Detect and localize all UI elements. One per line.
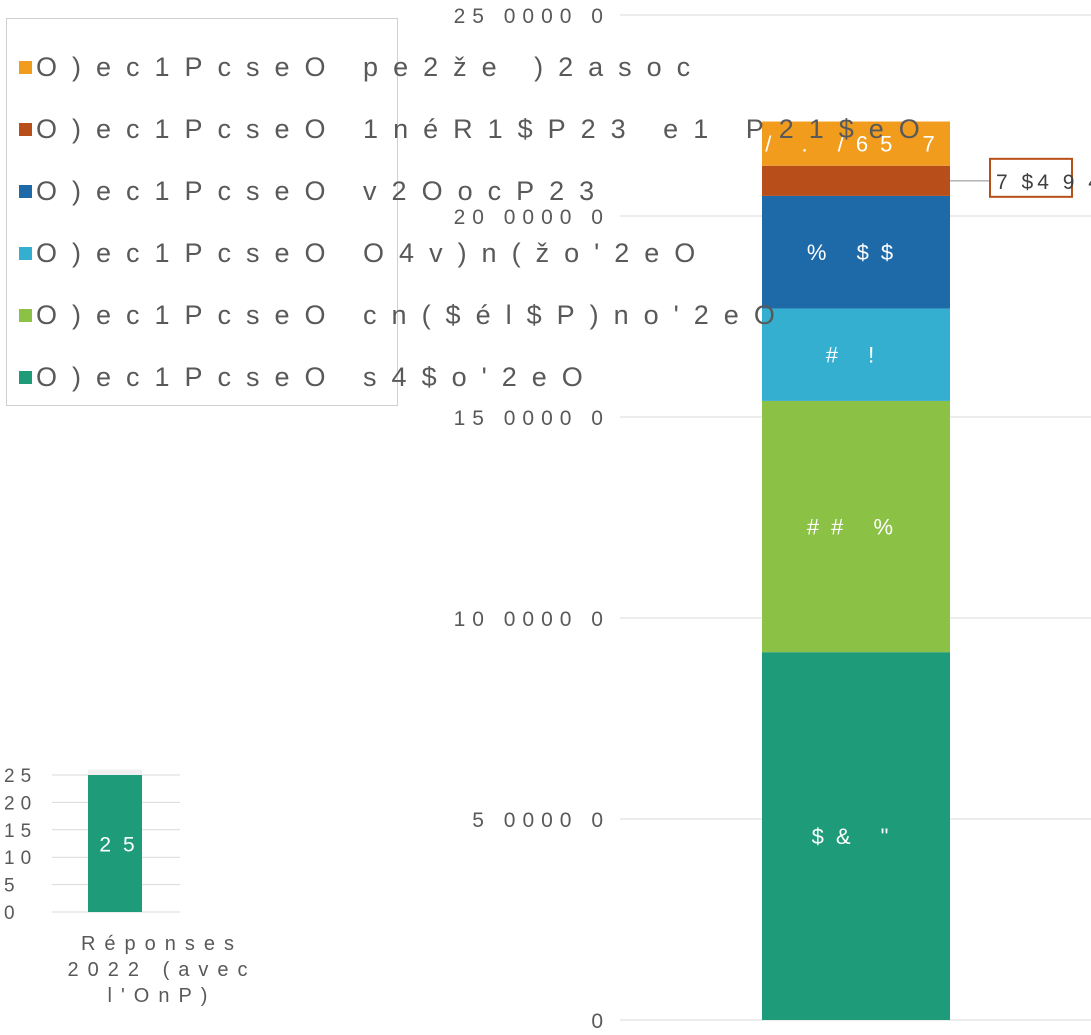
legend-swatch-4 [19, 247, 32, 260]
mini-bar-remainder [88, 769, 142, 775]
y-tick-label: 5 0000 0 [472, 809, 610, 832]
legend-item-6: O)ec1PcseO s4$o'2eO [19, 362, 598, 393]
y-tick-label: 20 0000 0 [454, 206, 610, 229]
legend-label-3: O)ec1PcseO v2OocP23 [36, 176, 610, 206]
y-tick-label: 25 0000 0 [454, 5, 610, 28]
mini-y-tick-label: 5 [4, 876, 21, 897]
mini-category-label: Réponses [81, 933, 243, 955]
legend-label-6: O)ec1PcseO s4$o'2eO [36, 362, 598, 392]
data-label: 7 $4 9 4 [996, 171, 1091, 194]
legend-swatch-6 [19, 371, 32, 384]
bar-segment [762, 121, 950, 166]
legend-swatch-5 [19, 309, 32, 322]
mini-y-tick-label: 0 [4, 903, 21, 924]
legend-item-1: O)ec1PcseO pe2že )2asoc [19, 52, 705, 83]
legend-swatch-2 [19, 123, 32, 136]
bar-segment [762, 308, 950, 401]
mini-y-tick-label: 15 [4, 821, 37, 842]
y-tick-label: 0 [591, 1010, 610, 1033]
legend-item-3: O)ec1PcseO v2OocP23 [19, 176, 609, 207]
legend-label-2: O)ec1PcseO 1néR1$P23 e1 P21$eO [36, 114, 935, 144]
legend-label-4: O)ec1PcseO O4v)n(žo'2eO [36, 238, 711, 268]
legend-item-2: O)ec1PcseO 1néR1$P23 e1 P21$eO [19, 114, 935, 145]
legend-swatch-3 [19, 185, 32, 198]
data-label: / . /65 7 [765, 132, 946, 157]
bar-segment [762, 165, 950, 196]
mini-bar [88, 775, 142, 912]
legend: O)ec1PcseO pe2že )2asoc O)ec1PcseO 1néR1… [6, 18, 920, 406]
bar-segment [762, 400, 950, 653]
mini-data-label: 25 [99, 834, 146, 857]
bar-segment [762, 195, 950, 309]
y-tick-label: 10 0000 0 [454, 608, 610, 631]
legend-item-4: O)ec1PcseO O4v)n(žo'2eO [19, 238, 710, 269]
mini-category-label: l'OnP) [108, 985, 217, 1007]
mini-y-tick-label: 20 [4, 793, 37, 814]
data-label: % $$ [807, 240, 905, 265]
mini-category-label: 2022 (avec [68, 959, 257, 981]
mini-y-tick-label: 25 [4, 766, 37, 787]
bar-segment [762, 652, 950, 1020]
mini-y-tick-label: 10 [4, 848, 37, 869]
legend-label-5: O)ec1PcseO cn($él$P)no'2eO [36, 300, 790, 330]
y-tick-label: 15 0000 0 [454, 407, 610, 430]
callout-box [989, 157, 1073, 198]
data-label: # ! [826, 343, 886, 368]
legend-swatch-1 [19, 61, 32, 74]
data-label: ## % [807, 515, 905, 540]
data-label: $& " [812, 824, 901, 849]
legend-label-1: O)ec1PcseO pe2že )2asoc [36, 52, 706, 82]
legend-item-5: O)ec1PcseO cn($él$P)no'2eO [19, 300, 790, 331]
